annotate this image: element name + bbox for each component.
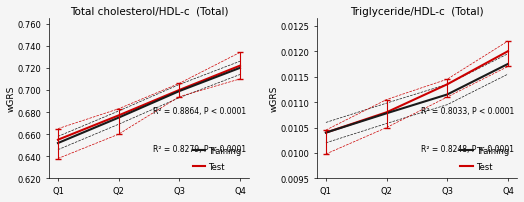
Text: R² = 0.8279, P < 0.0001: R² = 0.8279, P < 0.0001	[153, 145, 246, 154]
Legend: Training, Test: Training, Test	[457, 143, 513, 174]
Title: Triglyceride/HDL-c  (Total): Triglyceride/HDL-c (Total)	[350, 7, 484, 17]
Legend: Training, Test: Training, Test	[189, 143, 245, 174]
Text: R² = 0.8864, P < 0.0001: R² = 0.8864, P < 0.0001	[153, 106, 246, 115]
Y-axis label: wGRS: wGRS	[7, 86, 16, 112]
Y-axis label: wGRS: wGRS	[270, 86, 279, 112]
Text: R² = 0.8248, P < 0.0001: R² = 0.8248, P < 0.0001	[421, 145, 514, 154]
Title: Total cholesterol/HDL-c  (Total): Total cholesterol/HDL-c (Total)	[70, 7, 228, 17]
Text: R² = 0.8033, P < 0.0001: R² = 0.8033, P < 0.0001	[421, 106, 514, 115]
